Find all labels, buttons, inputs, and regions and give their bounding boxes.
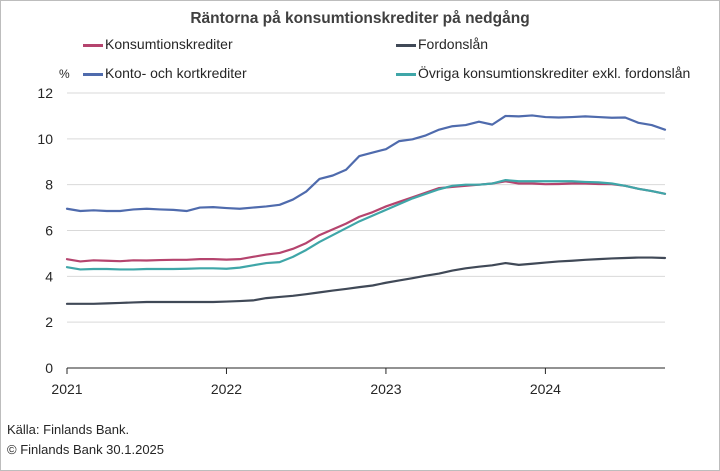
legend-label-fordonslan: Fordonslån xyxy=(418,36,489,52)
legend-swatch-konto-och-kortkrediter xyxy=(83,73,103,76)
source-note: Källa: Finlands Bank. xyxy=(7,422,130,437)
y-tick-label-12: 12 xyxy=(37,85,53,101)
series-line-0 xyxy=(65,180,667,263)
y-tick-label-4: 4 xyxy=(45,268,53,284)
chart-title: Räntorna på konsumtionskrediter på nedgå… xyxy=(190,10,530,27)
y-tick-label-6: 6 xyxy=(45,223,53,239)
legend-swatch-ovriga xyxy=(396,73,416,76)
y-tick-label-0: 0 xyxy=(45,360,53,376)
x-tick-label-2023: 2023 xyxy=(370,381,401,397)
tick-labels: 0 2 4 6 8 10 12 2021 2022 2023 2024 xyxy=(37,85,561,397)
legend-swatch-konsumtionskrediter xyxy=(83,44,103,47)
gridlines xyxy=(67,92,665,323)
y-axis-unit-label: % xyxy=(59,67,70,81)
series-line-3 xyxy=(65,178,667,271)
y-tick-label-8: 8 xyxy=(45,177,53,193)
x-tick-label-2021: 2021 xyxy=(51,381,82,397)
y-tick-label-2: 2 xyxy=(45,314,53,330)
y-tick-label-10: 10 xyxy=(37,131,53,147)
series-line-2 xyxy=(65,114,667,213)
series-lines xyxy=(65,114,667,305)
line-chart: 0 2 4 6 8 10 12 2021 2022 2023 2024 xyxy=(37,85,667,397)
x-tick-label-2022: 2022 xyxy=(211,381,242,397)
legend-label-konto-och-kortkrediter: Konto- och kortkrediter xyxy=(105,65,247,81)
x-tick-label-2024: 2024 xyxy=(530,381,561,397)
legend-label-ovriga: Övriga konsumtionskrediter exkl. fordons… xyxy=(418,65,691,81)
axes xyxy=(66,367,665,374)
copyright-note: © Finlands Bank 30.1.2025 xyxy=(7,442,165,457)
series-line-1 xyxy=(65,256,667,305)
legend-swatch-fordonslan xyxy=(396,44,416,47)
legend-label-konsumtionskrediter: Konsumtionskrediter xyxy=(105,36,233,52)
